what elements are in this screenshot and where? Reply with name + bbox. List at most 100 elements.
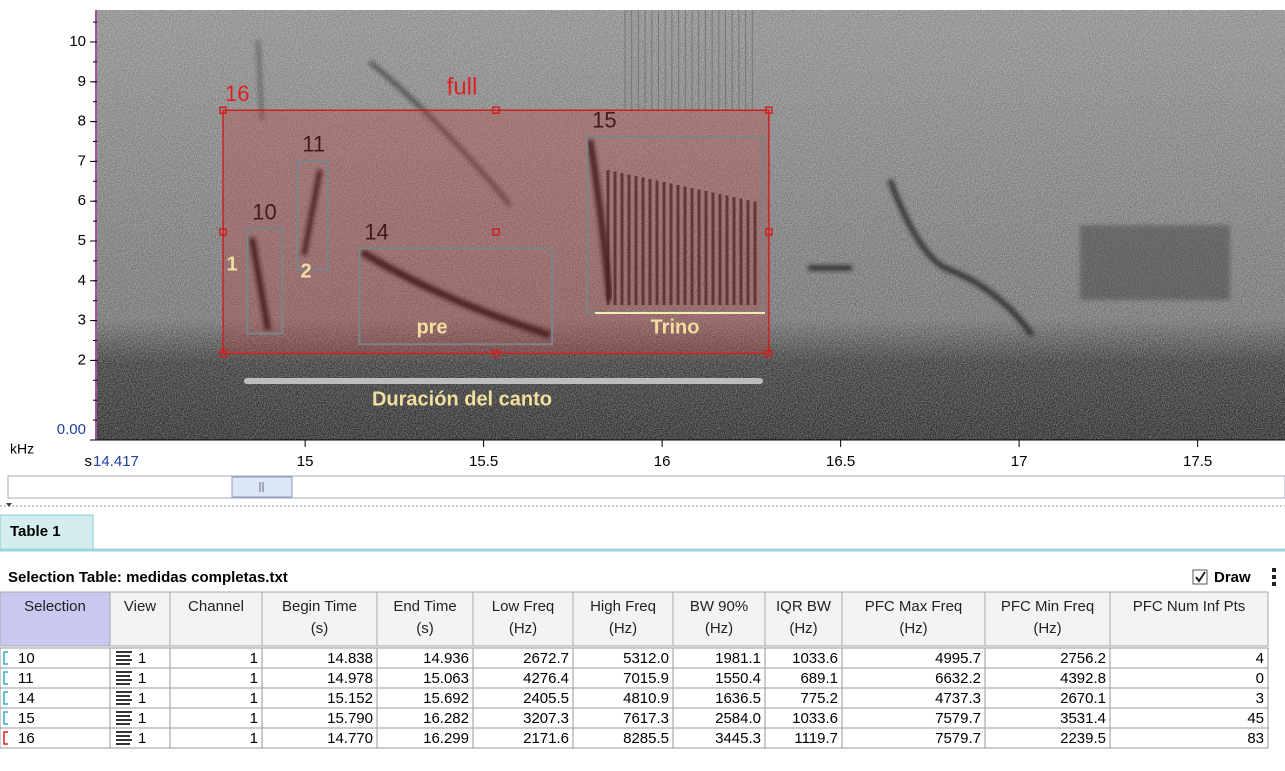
y-axis-panel: [0, 0, 97, 440]
x-tick-label: 15.5: [469, 453, 498, 470]
table-cell: [0, 688, 110, 708]
view-icon: [116, 743, 130, 745]
cell: 5312.0: [623, 650, 669, 667]
cell: 14: [18, 690, 35, 707]
table-cell: [0, 648, 110, 668]
cell: 14.770: [327, 730, 373, 747]
table-cell: [1110, 668, 1268, 688]
table-cell: [1110, 728, 1268, 748]
cell: 16.282: [423, 710, 469, 727]
column-header: PFC Max Freq: [865, 598, 963, 615]
cell: 2239.5: [1060, 730, 1106, 747]
cell: 15.790: [327, 710, 373, 727]
column-header: Channel: [188, 598, 244, 615]
cell: 4995.7: [935, 650, 981, 667]
x-tick-label: 15: [297, 453, 314, 470]
cell: 4276.4: [523, 670, 569, 687]
view-icon: [116, 655, 130, 657]
cell: 7015.9: [623, 670, 669, 687]
table-cell: [0, 708, 110, 728]
cell: 7579.7: [935, 710, 981, 727]
annotation: full: [447, 73, 478, 100]
y-tick-label: 0.00: [57, 421, 86, 438]
cell: 15: [18, 710, 35, 727]
y-unit: kHz: [10, 441, 34, 457]
tab-label[interactable]: Table 1: [10, 523, 61, 540]
scrollbar-track[interactable]: [8, 476, 1285, 498]
column-header: (s): [416, 620, 434, 637]
view-icon: [116, 703, 130, 705]
y-tick-label: 5: [78, 232, 86, 249]
x-tick-label: 16.5: [826, 453, 855, 470]
menu-dots[interactable]: [1272, 568, 1276, 586]
column-header: (Hz): [1033, 620, 1061, 637]
column-header: Low Freq: [492, 598, 555, 615]
cell: 1: [250, 710, 258, 727]
table-cell: [0, 668, 110, 688]
column-header: Begin Time: [282, 598, 357, 615]
cell: 1981.1: [715, 650, 761, 667]
y-tick-label: 2: [78, 351, 86, 368]
cell: 4392.8: [1060, 670, 1106, 687]
table-cell: [170, 708, 262, 728]
view-icon: [116, 663, 130, 665]
cell: 3207.3: [523, 710, 569, 727]
cell: 2756.2: [1060, 650, 1106, 667]
y-tick-label: 10: [69, 33, 86, 50]
cell: 14.838: [327, 650, 373, 667]
page: kHz s 14.417 Table 1 Selection Table: me…: [0, 0, 1285, 771]
cell: 1: [250, 730, 258, 747]
draw-label[interactable]: Draw: [1214, 569, 1251, 586]
column-header: (Hz): [509, 620, 537, 637]
cell: 1: [250, 650, 258, 667]
cell: 83: [1247, 730, 1264, 747]
view-icon: [116, 691, 132, 693]
view-icon: [116, 651, 132, 653]
column-header: High Freq: [590, 598, 656, 615]
table-cell: [170, 688, 262, 708]
y-tick-label: 8: [78, 113, 86, 130]
view-icon: [116, 723, 130, 725]
cell: 4810.9: [623, 690, 669, 707]
view-icon: [116, 735, 130, 737]
view-icon: [116, 659, 132, 661]
cell: 2584.0: [715, 710, 761, 727]
cell: 16.299: [423, 730, 469, 747]
x-tick-label: 17: [1011, 453, 1028, 470]
cell: 689.1: [800, 670, 838, 687]
column-header: Selection: [24, 598, 86, 615]
cell: 1119.7: [794, 730, 838, 747]
y-tick-label: 7: [78, 152, 86, 169]
selection-label: 16: [225, 81, 249, 106]
time-unit: s: [85, 453, 93, 470]
cell: 1: [250, 690, 258, 707]
cell: 3445.3: [715, 730, 761, 747]
view-icon: [116, 739, 132, 741]
scrollbar-thumb[interactable]: [232, 477, 292, 497]
cell: 7579.7: [935, 730, 981, 747]
column-header: IQR BW: [776, 598, 832, 615]
cell: 1: [138, 730, 146, 747]
x-tick-label: 16: [654, 453, 671, 470]
view-icon: [116, 715, 130, 717]
x-tick-label: 17.5: [1183, 453, 1212, 470]
cell: 11: [18, 670, 34, 687]
y-tick-label: 3: [78, 312, 86, 329]
cell: 7617.3: [623, 710, 669, 727]
cell: 1033.6: [792, 710, 838, 727]
cell: 1636.5: [715, 690, 761, 707]
cell: 775.2: [800, 690, 838, 707]
view-icon: [116, 683, 130, 685]
cell: 2405.5: [523, 690, 569, 707]
view-icon: [116, 695, 130, 697]
column-header: BW 90%: [690, 598, 748, 615]
view-icon: [116, 671, 132, 673]
y-tick-label: 4: [78, 272, 86, 289]
raven-window: kHz s 14.417 Table 1 Selection Table: me…: [0, 0, 1285, 771]
table-cell: [170, 648, 262, 668]
column-header: (Hz): [705, 620, 733, 637]
cell: 10: [18, 650, 35, 667]
view-icon: [116, 731, 132, 733]
table-cell: [1110, 708, 1268, 728]
splitter-arrow[interactable]: [6, 503, 12, 507]
